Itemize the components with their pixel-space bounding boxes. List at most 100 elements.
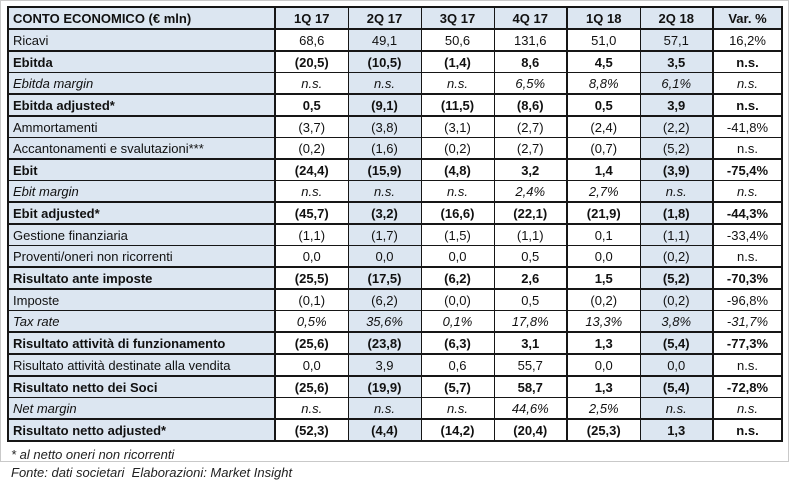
value-cell: 8,8% (566, 72, 641, 95)
value-cell: n.s. (712, 397, 783, 420)
value-cell: (11,5) (420, 93, 495, 117)
table-row: Ebit adjusted* (45,7) (3,2) (16,6) (22,1) (21… (7, 201, 783, 225)
value-cell: n.s. (347, 397, 422, 420)
footnote-adjusted: * al netto oneri non ricorrenti (11, 447, 175, 462)
table-row: Tax rate 0,5% 35,6% 0,1% 17,8% 13,3% 3,8% -31,7… (7, 310, 783, 333)
value-cell: n.s. (712, 418, 783, 442)
value-cell: 51,0 (566, 28, 641, 52)
value-cell: (0,0) (420, 288, 495, 311)
row-label: Ebitda margin (7, 72, 276, 95)
table-row: Proventi/oneri non ricorrenti 0,0 0,0 0,0 0,… (7, 245, 783, 268)
value-cell: 55,7 (493, 353, 568, 377)
value-cell: -41,8% (712, 115, 783, 138)
row-label: Ammortamenti (7, 115, 276, 138)
value-cell: n.s. (639, 397, 714, 420)
value-cell: 0,0 (566, 353, 641, 377)
row-label: Net margin (7, 397, 276, 420)
row-label: Ebit (7, 158, 276, 181)
value-cell: -31,7% (712, 310, 783, 333)
value-cell: (2,2) (639, 115, 714, 138)
value-cell: (0,7) (566, 137, 641, 160)
value-cell: 131,6 (493, 28, 568, 52)
value-cell: 0,0 (274, 353, 349, 377)
value-cell: 0,0 (420, 245, 495, 268)
value-cell: (5,2) (639, 266, 714, 290)
row-label: Ebit margin (7, 180, 276, 203)
value-cell: (6,2) (347, 288, 422, 311)
table-header: CONTO ECONOMICO (€ mln) 1Q 17 2Q 17 3Q 17 4Q… (7, 6, 783, 30)
row-label: Imposte (7, 288, 276, 311)
value-cell: (25,3) (566, 418, 641, 442)
row-label: Risultato netto adjusted* (7, 418, 276, 442)
value-cell: (1,5) (420, 223, 495, 246)
value-cell: (1,1) (274, 223, 349, 246)
value-cell: (14,2) (420, 418, 495, 442)
table-row: Ebitda margin n.s. n.s. n.s. 6,5% 8,8% 6,1% n.s… (7, 72, 783, 95)
value-cell: -33,4% (712, 223, 783, 246)
table-row: Ebitda (20,5) (10,5) (1,4) 8,6 4,5 3,5 n.s. (7, 50, 783, 73)
value-cell: (9,1) (347, 93, 422, 117)
value-cell: (2,7) (493, 137, 568, 160)
column-header-3q-17: 3Q 17 (420, 6, 495, 30)
value-cell: 2,6 (493, 266, 568, 290)
value-cell: (0,2) (639, 288, 714, 311)
table-row: Gestione finanziaria (1,1) (1,7) (1,5) (1,1)… (7, 223, 783, 246)
row-label: Accantonamenti e svalutazioni*** (7, 137, 276, 160)
value-cell: (25,6) (274, 331, 349, 355)
value-cell: (10,5) (347, 50, 422, 73)
table-row: Ebitda adjusted* 0,5 (9,1) (11,5) (8,6) 0,5 3,… (7, 93, 783, 117)
value-cell: (8,6) (493, 93, 568, 117)
column-header-1q-18: 1Q 18 (566, 6, 641, 30)
row-label: Ebit adjusted* (7, 201, 276, 225)
value-cell: n.s. (274, 397, 349, 420)
value-cell: 3,1 (493, 331, 568, 355)
table-row: Ebit margin n.s. n.s. n.s. 2,4% 2,7% n.s. n.s. (7, 180, 783, 203)
value-cell: (21,9) (566, 201, 641, 225)
row-label: Gestione finanziaria (7, 223, 276, 246)
value-cell: (6,2) (420, 266, 495, 290)
value-cell: 8,6 (493, 50, 568, 73)
value-cell: 0,5 (493, 245, 568, 268)
value-cell: n.s. (712, 245, 783, 268)
value-cell: (3,9) (639, 158, 714, 181)
value-cell: 1,3 (639, 418, 714, 442)
value-cell: -44,3% (712, 201, 783, 225)
value-cell: 4,5 (566, 50, 641, 73)
value-cell: (3,1) (420, 115, 495, 138)
header-row: CONTO ECONOMICO (€ mln) 1Q 17 2Q 17 3Q 17 4Q… (7, 6, 783, 30)
value-cell: 6,5% (493, 72, 568, 95)
table-body: Ricavi 68,6 49,1 50,6 131,6 51,0 57,1 16,2% Ebit… (7, 28, 783, 442)
value-cell: n.s. (712, 72, 783, 95)
value-cell: 0,0 (639, 353, 714, 377)
value-cell: 1,3 (566, 331, 641, 355)
value-cell: (20,5) (274, 50, 349, 73)
table-row: Risultato attività destinate alla vendit… (7, 353, 783, 377)
value-cell: (20,4) (493, 418, 568, 442)
value-cell: 1,4 (566, 158, 641, 181)
value-cell: (25,5) (274, 266, 349, 290)
value-cell: 57,1 (639, 28, 714, 52)
value-cell: -75,4% (712, 158, 783, 181)
value-cell: n.s. (712, 353, 783, 377)
value-cell: (4,8) (420, 158, 495, 181)
value-cell: (24,4) (274, 158, 349, 181)
value-cell: (1,1) (493, 223, 568, 246)
column-header-4q-17: 4Q 17 (493, 6, 568, 30)
value-cell: 0,5% (274, 310, 349, 333)
value-cell: (0,2) (274, 137, 349, 160)
value-cell: 0,0 (566, 245, 641, 268)
table-row: Risultato attività di funzionamento (25,6… (7, 331, 783, 355)
column-header-1q-17: 1Q 17 (274, 6, 349, 30)
value-cell: n.s. (420, 397, 495, 420)
value-cell: 49,1 (347, 28, 422, 52)
value-cell: (1,1) (639, 223, 714, 246)
value-cell: (0,1) (274, 288, 349, 311)
value-cell: 0,5 (493, 288, 568, 311)
value-cell: (3,8) (347, 115, 422, 138)
value-cell: n.s. (712, 137, 783, 160)
value-cell: (6,3) (420, 331, 495, 355)
value-cell: 0,5 (566, 93, 641, 117)
table-row: Imposte (0,1) (6,2) (0,0) 0,5 (0,2) (0,2) -96,8… (7, 288, 783, 311)
column-header-2q-18: 2Q 18 (639, 6, 714, 30)
value-cell: 0,5 (274, 93, 349, 117)
